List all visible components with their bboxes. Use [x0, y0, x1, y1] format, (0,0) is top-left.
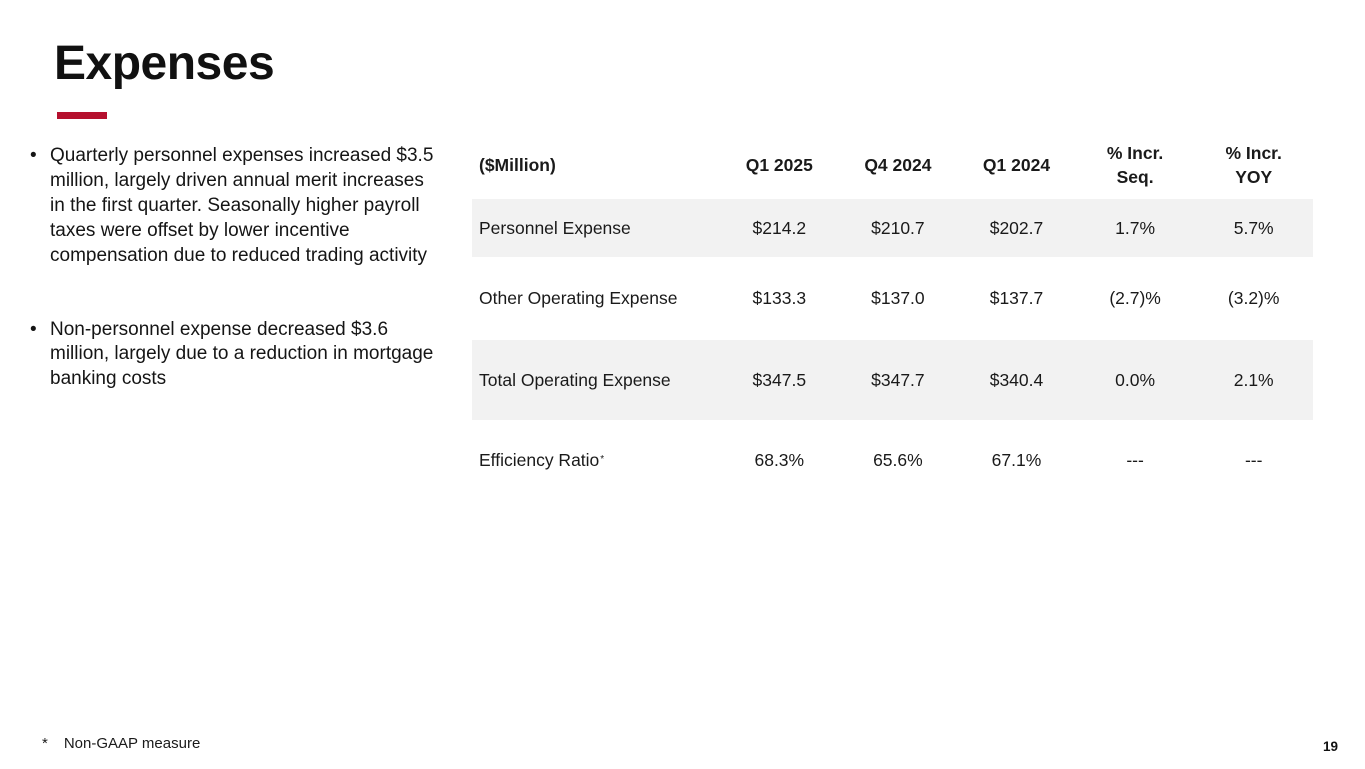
row-label: Personnel Expense — [472, 199, 720, 257]
table-cell: (2.7)% — [1109, 288, 1161, 308]
table-header-incr-yoy: % Incr. YOY — [1225, 142, 1282, 187]
row-label: Efficiency Ratio * — [479, 449, 605, 470]
table-cell: $347.7 — [838, 340, 958, 420]
table-cell: $133.3 — [752, 288, 807, 308]
table-cell: $347.5 — [720, 340, 839, 420]
table-cell: 68.3% — [754, 449, 805, 470]
footnote: * Non-GAAP measure — [42, 735, 200, 752]
row-label: Other Operating Expense — [479, 288, 678, 308]
table-cell: 2.1% — [1194, 340, 1313, 420]
table-cell: $137.7 — [989, 288, 1044, 308]
table-cell: 5.7% — [1194, 199, 1313, 257]
table-cell: --- — [1126, 449, 1144, 470]
table-cell: $210.7 — [838, 199, 958, 257]
table-cell: $202.7 — [957, 199, 1076, 257]
table-cell: $340.4 — [957, 340, 1076, 420]
table-cell: 65.6% — [873, 449, 923, 470]
table-cell: $137.0 — [871, 288, 925, 308]
table-header-q1-2024: Q1 2024 — [982, 154, 1051, 175]
bullet-item: Non-personnel expense decreased $3.6 mil… — [30, 318, 440, 393]
table-header-unit: ($Million) — [479, 154, 556, 175]
table-header-q4-2024: Q4 2024 — [864, 154, 932, 175]
bullet-item: Quarterly personnel expenses increased $… — [30, 144, 440, 269]
row-label-text: Efficiency Ratio — [479, 449, 600, 470]
table-cell: 67.1% — [991, 449, 1042, 470]
page-number: 19 — [1322, 739, 1338, 754]
table-cell: 1.7% — [1075, 199, 1195, 257]
slide-title: Expenses — [54, 37, 275, 90]
table-cell: --- — [1244, 449, 1263, 470]
footnote-text: Non-GAAP measure — [63, 735, 201, 752]
table-cell: 0.0% — [1075, 340, 1195, 420]
row-label: Total Operating Expense — [472, 340, 720, 420]
footnote-marker: * — [42, 735, 48, 752]
table-cell: (3.2)% — [1227, 288, 1280, 308]
table-cell: $214.2 — [720, 199, 839, 257]
table-header-q1-2025: Q1 2025 — [745, 154, 813, 175]
table-header-incr-seq: % Incr. Seq. — [1106, 142, 1164, 187]
expenses-table: ($Million) Q1 2025 Q4 2024 Q1 2024 % Inc… — [472, 130, 1313, 500]
bullet-list: Quarterly personnel expenses increased $… — [30, 144, 440, 441]
title-accent-bar — [57, 112, 107, 119]
